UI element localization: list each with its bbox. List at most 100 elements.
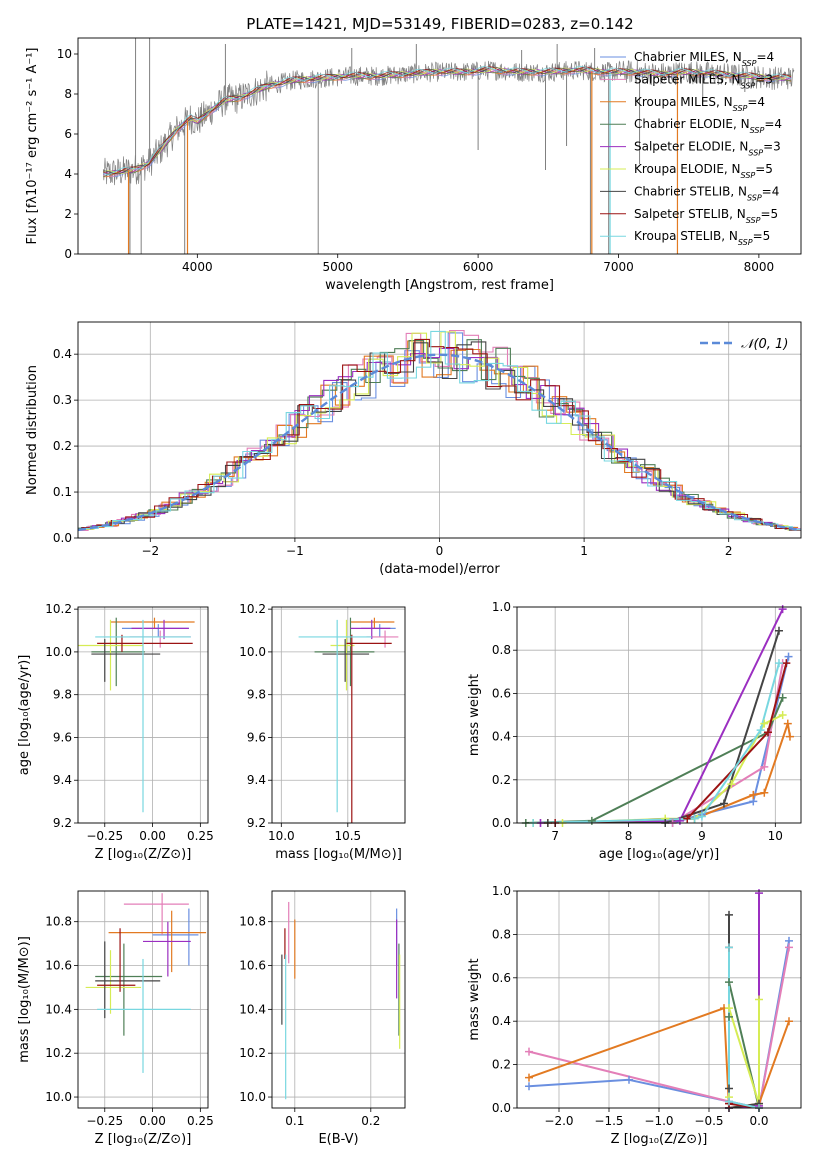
series-marker bbox=[525, 1047, 533, 1056]
x-tick-label: 2 bbox=[725, 544, 733, 558]
series-line bbox=[728, 947, 760, 1108]
y-tick-label: 4 bbox=[64, 167, 72, 181]
histogram-steps bbox=[83, 330, 801, 531]
series-marker bbox=[782, 659, 791, 668]
y-tick-label: 10.2 bbox=[239, 1046, 266, 1060]
axes-massweight_vs_Z: −2.0 −1.5 −1.0 −0.5 0.0 0.0 0.2 0.4 0.6 0.8 1.0 Z [… bbox=[467, 884, 802, 1147]
series-marker bbox=[756, 726, 765, 735]
legend-label: Chabrier ELODIE, NSSP=4 bbox=[634, 117, 782, 135]
series-line bbox=[540, 608, 784, 823]
legend-label: Chabrier MILES, NSSP=4 bbox=[634, 50, 774, 68]
y-tick-label: 8 bbox=[64, 87, 72, 101]
series-marker bbox=[785, 943, 793, 952]
series-marker bbox=[683, 814, 692, 823]
y-axis-label: mass [log₁₀(M/M⊙)] bbox=[17, 936, 32, 1063]
x-tick-label: −2.0 bbox=[544, 1114, 573, 1128]
legend-label: 𝒩(0, 1) bbox=[741, 337, 788, 352]
x-tick-label: 4000 bbox=[182, 260, 213, 274]
series-marker bbox=[725, 1004, 733, 1013]
x-tick-label: 0 bbox=[436, 544, 444, 558]
model-spectrum-line bbox=[103, 68, 792, 177]
x-tick-label: 10.0 bbox=[268, 829, 295, 843]
axes-age_vs_Z: −0.25 0.00 0.25 9.2 9.4 9.6 9.8 10.0 10.2 Z [log₁… bbox=[17, 602, 214, 862]
y-tick-label: 0.0 bbox=[492, 1101, 511, 1115]
x-tick-label: 0.00 bbox=[139, 1114, 166, 1128]
y-tick-label: 0.0 bbox=[53, 531, 72, 545]
y-tick-label: 10.6 bbox=[239, 959, 266, 973]
observed-spectrum bbox=[102, 60, 795, 186]
series-marker bbox=[760, 719, 769, 728]
x-tick-label: −0.5 bbox=[694, 1114, 723, 1128]
y-tick-label: 0.2 bbox=[53, 439, 72, 453]
series-marker bbox=[783, 719, 792, 728]
series-marker bbox=[725, 1084, 733, 1093]
axes-age_vs_mass: 10.0 10.5 9.2 9.4 9.6 9.8 10.0 10.2 mass [log₁₀(… bbox=[239, 602, 406, 862]
series-marker bbox=[725, 943, 733, 952]
x-tick-label: −1 bbox=[286, 544, 304, 558]
y-tick-label: 9.2 bbox=[53, 816, 72, 830]
x-tick-label: 5000 bbox=[322, 260, 353, 274]
legend-label: Chabrier STELIB, NSSP=4 bbox=[634, 184, 779, 202]
y-tick-label: 0.3 bbox=[53, 393, 72, 407]
x-axis-label: Z [log₁₀(Z/Z⊙)] bbox=[95, 847, 192, 862]
series-line bbox=[528, 1006, 790, 1108]
y-tick-label: 9.6 bbox=[53, 730, 72, 744]
y-tick-label: 10.2 bbox=[45, 1046, 72, 1060]
series-marker bbox=[525, 1073, 533, 1082]
y-axis-label: age [log₁₀(age/yr)] bbox=[17, 655, 32, 776]
x-axis-label: Z [log₁₀(Z/Z⊙)] bbox=[611, 1132, 708, 1147]
legend-label: Salpeter ELODIE, NSSP=3 bbox=[634, 140, 781, 158]
series-marker bbox=[785, 732, 794, 741]
x-tick-label: 10.5 bbox=[334, 829, 361, 843]
histogram-legend: 𝒩(0, 1) bbox=[700, 337, 788, 352]
axes-frame bbox=[271, 890, 406, 1109]
x-tick-label: −1.5 bbox=[594, 1114, 623, 1128]
series-marker bbox=[778, 711, 787, 719]
series-marker bbox=[725, 910, 733, 919]
y-axis-label: Normed distribution bbox=[25, 365, 40, 495]
y-tick-label: 0.8 bbox=[492, 643, 511, 657]
series-marker bbox=[763, 728, 772, 737]
x-tick-label: 0.25 bbox=[187, 1114, 214, 1128]
x-axis-label: Z [log₁₀(Z/Z⊙)] bbox=[95, 1132, 192, 1147]
series-line bbox=[728, 914, 760, 1108]
y-tick-label: 0.2 bbox=[492, 1058, 511, 1072]
plot-area-spectrum bbox=[102, 38, 795, 254]
series-marker bbox=[725, 1012, 733, 1021]
legend-label: Kroupa ELODIE, NSSP=5 bbox=[634, 162, 773, 180]
y-tick-label: 10.8 bbox=[239, 915, 266, 929]
y-tick-label: 1.0 bbox=[492, 600, 511, 614]
series-line bbox=[728, 947, 760, 1108]
axes-frame bbox=[77, 37, 802, 255]
x-tick-label: 0.25 bbox=[187, 829, 214, 843]
model-spectrum-line bbox=[103, 65, 792, 175]
y-tick-label: 10.6 bbox=[45, 959, 72, 973]
legend-label: Salpeter STELIB, NSSP=5 bbox=[634, 207, 778, 225]
plot-area-mass_vs_Z bbox=[85, 893, 207, 1073]
series-marker bbox=[784, 652, 793, 661]
x-tick-label: 0.2 bbox=[361, 1114, 380, 1128]
axes-frame bbox=[77, 606, 209, 824]
series-marker bbox=[625, 1075, 633, 1084]
y-tick-label: 10.2 bbox=[45, 602, 72, 616]
series-marker bbox=[725, 1097, 733, 1106]
y-tick-label: 0.4 bbox=[53, 347, 72, 361]
x-tick-label: 6000 bbox=[463, 260, 494, 274]
histogram-steps bbox=[80, 341, 801, 531]
series-marker bbox=[587, 816, 596, 825]
series-line bbox=[547, 630, 780, 823]
histogram-steps bbox=[78, 347, 801, 531]
y-tick-label: 9.8 bbox=[247, 688, 266, 702]
series-marker bbox=[778, 605, 787, 614]
y-tick-label: 9.4 bbox=[247, 773, 266, 787]
histogram-steps bbox=[82, 338, 801, 531]
model-spectrum-line bbox=[103, 66, 792, 175]
series-marker bbox=[525, 1082, 533, 1091]
y-tick-label: 0.4 bbox=[492, 1014, 511, 1028]
series-marker bbox=[725, 978, 733, 987]
series-marker bbox=[760, 788, 769, 797]
axes-histogram: −2 −1 0 1 2 0.0 0.1 0.2 0.3 0.4 (data-model)/error… bbox=[25, 321, 802, 577]
x-tick-label: 8000 bbox=[744, 260, 775, 274]
plot-area-mass_vs_EBV bbox=[281, 901, 401, 1100]
